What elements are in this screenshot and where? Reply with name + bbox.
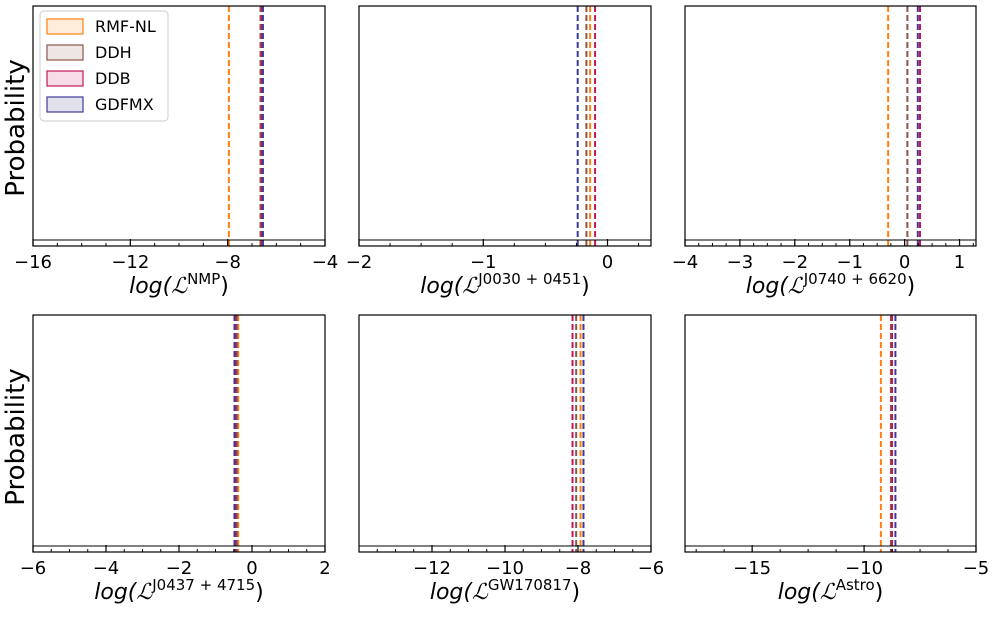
x-tick-label: −8 [565, 558, 592, 579]
x-tick-label: −10 [486, 558, 524, 579]
axes-frame [32, 314, 326, 553]
x-axis-label: log(ℒGW170817) [430, 576, 580, 605]
legend-label-gdfmx: GDFMX [95, 95, 154, 114]
x-tick-label: −10 [845, 558, 883, 579]
axes-frame [358, 314, 652, 553]
x-tick-label: −15 [733, 558, 771, 579]
x-tick-label: −8 [214, 252, 241, 273]
legend: RMF-NL DDH DDB GDFMX [39, 10, 169, 122]
x-tick-label: −6 [20, 558, 47, 579]
x-tick-label: −1 [836, 252, 863, 273]
x-axis-label: log(ℒNMP) [129, 270, 229, 299]
x-tick-label: 2 [319, 558, 330, 579]
panel-nmp: −16 −12 −8 −4 log(ℒNMP) [14, 5, 339, 299]
x-tick-label: −12 [413, 558, 451, 579]
x-tick-label: −4 [312, 252, 339, 273]
y-label-bottom: Probability [1, 368, 31, 505]
x-axis-label: log(ℒJ0030 + 0451) [420, 270, 589, 299]
x-tick-label: −4 [672, 252, 699, 273]
legend-label-rmf-nl: RMF-NL [95, 17, 156, 36]
x-tick-label: 0 [246, 558, 257, 579]
legend-label-ddb: DDB [95, 69, 131, 88]
x-tick-label: −4 [93, 558, 120, 579]
legend-swatch-rmf-nl [46, 18, 84, 35]
panel-j0030: −2 −1 0 log(ℒJ0030 + 0451) [346, 5, 652, 299]
x-tick-label: −16 [14, 252, 52, 273]
x-tick-label: 0 [602, 252, 613, 273]
panel-astro: −15 −10 −5 log(ℒAstro) [684, 314, 990, 605]
panel-j0437: −6 −4 −2 0 2 log(ℒJ0437 + 4715) [20, 314, 331, 605]
x-axis-label: log(ℒJ0437 + 4715) [94, 576, 263, 605]
x-axis-label: log(ℒAstro) [778, 576, 884, 605]
x-tick-label: −2 [346, 252, 373, 273]
x-axis-label: log(ℒJ0740 + 6620) [746, 270, 915, 299]
y-label-top: Probability [1, 59, 31, 196]
x-tick-label: −3 [727, 252, 754, 273]
x-tick-label: −1 [470, 252, 497, 273]
x-tick-label: −12 [111, 252, 149, 273]
x-tick-label: −2 [166, 558, 193, 579]
axes-frame [358, 5, 652, 247]
legend-label-ddh: DDH [95, 43, 132, 62]
legend-swatch-ddh [46, 44, 84, 61]
axes-frame [684, 314, 977, 553]
legend-swatch-ddb [46, 70, 84, 87]
x-tick-label: −2 [782, 252, 809, 273]
legend-swatch-gdfmx [46, 96, 84, 113]
x-tick-label: 1 [954, 252, 965, 273]
x-tick-label: −5 [963, 558, 990, 579]
panel-gw170817: −12 −10 −8 −6 log(ℒGW170817) [358, 314, 665, 605]
legend-box [39, 10, 169, 122]
x-tick-label: 0 [899, 252, 910, 273]
axes-frame [684, 5, 977, 247]
panel-j0740: −4 −3 −2 −1 0 1 log(ℒJ0740 + 6620) [672, 5, 977, 299]
x-tick-label: −6 [638, 558, 665, 579]
